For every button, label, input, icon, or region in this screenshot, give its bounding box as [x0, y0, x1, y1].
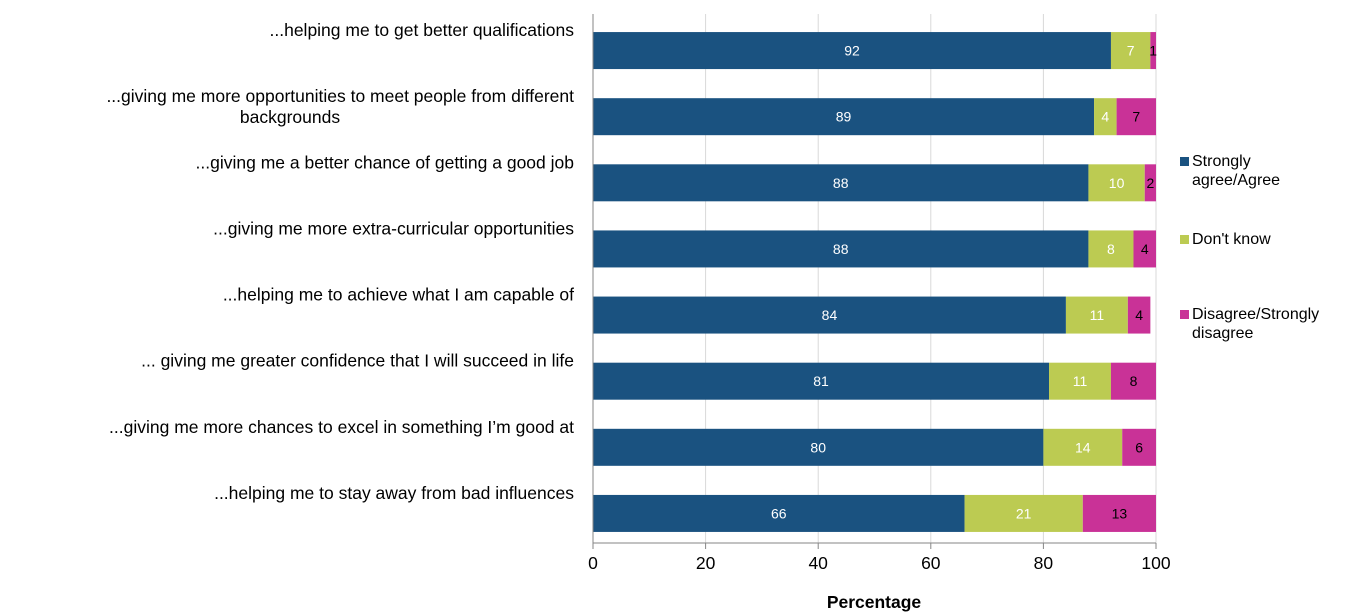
- category-label-7: ...helping me to stay away from bad infl…: [214, 483, 574, 503]
- x-tick-label-2: 40: [808, 553, 828, 573]
- data-label-4-2: 4: [1135, 307, 1143, 323]
- data-label-0-1: 7: [1127, 43, 1135, 59]
- data-label-4-0: 84: [822, 307, 838, 323]
- data-label-3-0: 88: [833, 241, 849, 257]
- bar-segment-2-0: [593, 164, 1089, 202]
- bar-segment-6-2: [1122, 428, 1156, 466]
- x-tick-label-3: 60: [921, 553, 941, 573]
- x-axis-title: Percentage: [827, 592, 922, 612]
- x-tick-labels: 0 20 40 60 80 100: [588, 553, 1171, 573]
- data-label-0-0: 92: [844, 43, 860, 59]
- data-label-7-0: 66: [771, 505, 787, 521]
- data-label-7-2: 13: [1112, 505, 1128, 521]
- legend-label-0-line-1: agree/Agree: [1192, 172, 1280, 189]
- bar-segment-6-0: [593, 428, 1044, 466]
- bar-segment-4-2: [1127, 296, 1151, 334]
- data-label-5-0: 81: [813, 373, 829, 389]
- bar-segment-2-2: [1144, 164, 1156, 202]
- legend-label-2-line-1: disagree: [1192, 325, 1253, 342]
- bar-segment-7-0: [593, 494, 965, 532]
- bar-segment-3-0: [593, 230, 1089, 268]
- data-label-5-2: 8: [1130, 373, 1138, 389]
- data-label-6-0: 80: [810, 439, 826, 455]
- x-tick-label-5: 100: [1141, 553, 1170, 573]
- bar-segment-0-2: [1150, 32, 1156, 70]
- data-label-3-2: 4: [1141, 241, 1149, 257]
- bar-segment-3-2: [1133, 230, 1156, 268]
- data-label-7-1: 21: [1016, 505, 1032, 521]
- legend-swatch-0: [1180, 157, 1189, 166]
- category-label-3: ...giving me more extra-curricular oppor…: [213, 218, 574, 238]
- bar-segment-0-0: [593, 32, 1111, 70]
- category-label-4: ...helping me to achieve what I am capab…: [223, 285, 574, 305]
- data-label-1-1: 4: [1101, 109, 1109, 125]
- legend-label-2-line-0: Disagree/Strongly: [1192, 306, 1319, 323]
- bar-segment-4-1: [1065, 296, 1128, 334]
- axes: [592, 14, 1157, 549]
- category-labels: ...helping me to get better qualificatio…: [106, 20, 574, 503]
- legend-swatch-2: [1180, 310, 1189, 319]
- bar-segment-5-2: [1110, 362, 1156, 400]
- bar-segment-1-1: [1094, 98, 1117, 136]
- bar-segment-4-0: [593, 296, 1066, 334]
- data-label-1-2: 7: [1132, 109, 1140, 125]
- x-tick-label-0: 0: [588, 553, 598, 573]
- bar-segment-5-0: [593, 362, 1050, 400]
- data-label-2-2: 2: [1146, 175, 1154, 191]
- data-label-3-1: 8: [1107, 241, 1115, 257]
- bar-segment-7-1: [964, 494, 1083, 532]
- data-label-5-1: 11: [1073, 373, 1088, 389]
- legend-label-1: Don't know: [1192, 231, 1271, 248]
- category-label-0: ...helping me to get better qualificatio…: [270, 20, 575, 40]
- category-label-2: ...giving me a better chance of getting …: [196, 152, 574, 172]
- bar-segment-5-1: [1049, 362, 1111, 400]
- bar-segment-1-0: [593, 98, 1095, 136]
- bar-segment-6-1: [1043, 428, 1123, 466]
- bar-area: 92 7 189 4 788 10 288 8 484 11 481 11 880 14 666 21 13: [593, 32, 1157, 532]
- bar-segment-1-2: [1116, 98, 1156, 136]
- data-label-0-2: 1: [1149, 43, 1157, 59]
- category-label-5: ... giving me greater confidence that I …: [141, 351, 574, 371]
- data-label-2-0: 88: [833, 175, 849, 191]
- legend: Strongly agree/Agree Don't know Disagree/St…: [1180, 153, 1319, 342]
- bar-segment-2-1: [1088, 164, 1145, 202]
- bar-segment-7-2: [1082, 494, 1156, 532]
- category-label-1-line-0: ...giving me more opportunities to meet …: [106, 86, 574, 106]
- data-label-6-1: 14: [1075, 439, 1091, 455]
- category-label-1-line-1: backgrounds: [240, 107, 340, 127]
- data-label-6-2: 6: [1135, 439, 1143, 455]
- category-label-6: ...giving me more chances to excel in so…: [109, 417, 574, 437]
- legend-swatch-1: [1180, 235, 1189, 244]
- x-tick-label-4: 80: [1034, 553, 1054, 573]
- data-label-2-1: 10: [1109, 175, 1125, 191]
- legend-label-0-line-0: Strongly: [1192, 153, 1251, 170]
- data-label-4-1: 11: [1090, 307, 1105, 323]
- x-tick-label-1: 20: [696, 553, 716, 573]
- data-label-1-0: 89: [836, 109, 852, 125]
- bar-segment-3-1: [1088, 230, 1134, 268]
- bar-segment-0-1: [1110, 32, 1151, 70]
